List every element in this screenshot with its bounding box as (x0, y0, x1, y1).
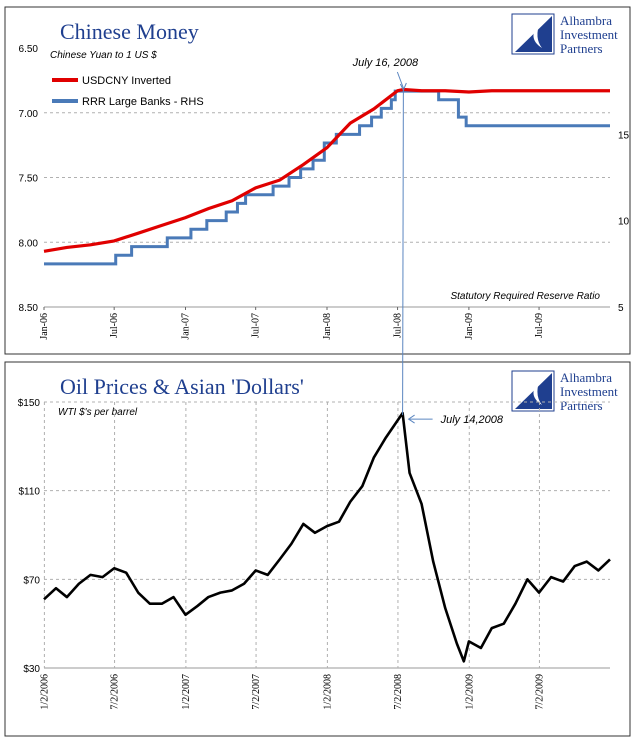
logo-text-line: Partners (560, 41, 603, 56)
x-tick-label-top: Jan-09 (464, 313, 475, 340)
series-line-rrr (44, 89, 610, 266)
chart-title-top: Chinese Money (60, 19, 199, 44)
x-tick-label-bottom: 1/2/2006 (39, 674, 50, 710)
x-tick-label-bottom: 7/2/2006 (110, 674, 121, 710)
legend: USDCNY Inverted RRR Large Banks - RHS (52, 75, 204, 108)
x-tick-label-bottom: 7/2/2009 (534, 674, 545, 710)
crescent-logo-icon (515, 373, 552, 409)
logo-text-line: Alhambra (560, 13, 612, 28)
x-tick-label-top: Jan-08 (322, 313, 333, 340)
y-tick-label-bottom: $70 (23, 575, 40, 586)
series-line-wti (43, 411, 611, 663)
y-tick-label-right-top: 5 (618, 303, 624, 314)
panel-frame-bottom (4, 361, 631, 737)
x-tick-label-bottom: 7/2/2008 (393, 674, 404, 710)
y-tick-label-bottom: $150 (18, 398, 41, 409)
x-axis-ticks-top: Jan-06 Jul-06 Jan-07 Jul-07 Jan-08 Jul-08 Jan-… (39, 307, 545, 340)
y-tick-label-left-top: 6.50 (19, 44, 39, 55)
y-tick-label-left-top: 8.50 (19, 303, 39, 314)
annotation-july-16: July 16, 2008 (352, 57, 419, 69)
legend-label-rrr: RRR Large Banks - RHS (82, 96, 204, 108)
crescent-logo-icon (515, 16, 552, 52)
panel-frame-top (4, 6, 631, 355)
rrr-axis-note: Statutory Required Reserve Ratio (450, 291, 600, 302)
y-tick-label-bottom: $110 (18, 487, 40, 498)
y-axis-left-ticks-bottom: $150 $110 $70 $30 (18, 398, 41, 675)
x-tick-label-bottom: 7/2/2007 (251, 674, 262, 710)
logo-text-line: Partners (560, 398, 603, 413)
logo-text-line: Alhambra (560, 370, 612, 385)
x-tick-label-top: Jul-09 (534, 313, 545, 338)
x-tick-label-bottom: 1/2/2008 (322, 674, 333, 710)
x-tick-label-top: Jan-06 (39, 313, 50, 340)
legend-label-usdcny: USDCNY Inverted (82, 75, 171, 87)
connector-vertical (402, 89, 404, 416)
x-tick-label-top: Jan-07 (181, 313, 192, 340)
annotation-july-14: July 14,2008 (440, 414, 504, 426)
crescent-mark (533, 379, 542, 405)
x-tick-label-bottom: 1/2/2007 (181, 674, 192, 710)
plot-area-top (43, 87, 610, 266)
crescent-mark (533, 22, 542, 48)
x-tick-label-bottom: 1/2/2009 (464, 674, 475, 710)
y-tick-label-right-top: 15 (618, 130, 630, 141)
arrowhead-bottom (407, 414, 415, 424)
y-tick-label-right-top: 10 (618, 217, 630, 228)
chart-subtitle-top: Chinese Yuan to 1 US $ (50, 50, 157, 61)
x-tick-label-top: Jul-08 (393, 313, 404, 338)
x-tick-label-top: Jul-06 (109, 313, 120, 338)
connector-line (396, 71, 433, 424)
y-axis-right-ticks-top: 5 10 15 (618, 130, 630, 314)
y-tick-label-bottom: $30 (23, 664, 40, 675)
logo-text-line: Investment (560, 384, 618, 399)
y-axis-left-ticks-top: 6.50 7.00 7.50 8.00 8.50 (19, 44, 39, 314)
y-tick-label-left-top: 7.50 (19, 174, 39, 185)
plot-area-bottom (43, 411, 611, 663)
y-tick-label-left-top: 8.00 (19, 238, 39, 249)
annotation-arrow-top (396, 71, 404, 89)
chart-title-bottom: Oil Prices & Asian 'Dollars' (60, 374, 304, 399)
x-axis-ticks-bottom: 1/2/2006 7/2/2006 1/2/2007 7/2/2007 1/2/2008… (39, 402, 545, 710)
chart-subtitle-bottom: WTI $'s per barrel (58, 407, 138, 418)
series-line-usdcny (43, 87, 610, 253)
y-tick-label-left-top: 7.00 (19, 109, 39, 120)
x-tick-label-top: Jul-07 (251, 313, 262, 338)
logo-text-line: Investment (560, 27, 618, 42)
